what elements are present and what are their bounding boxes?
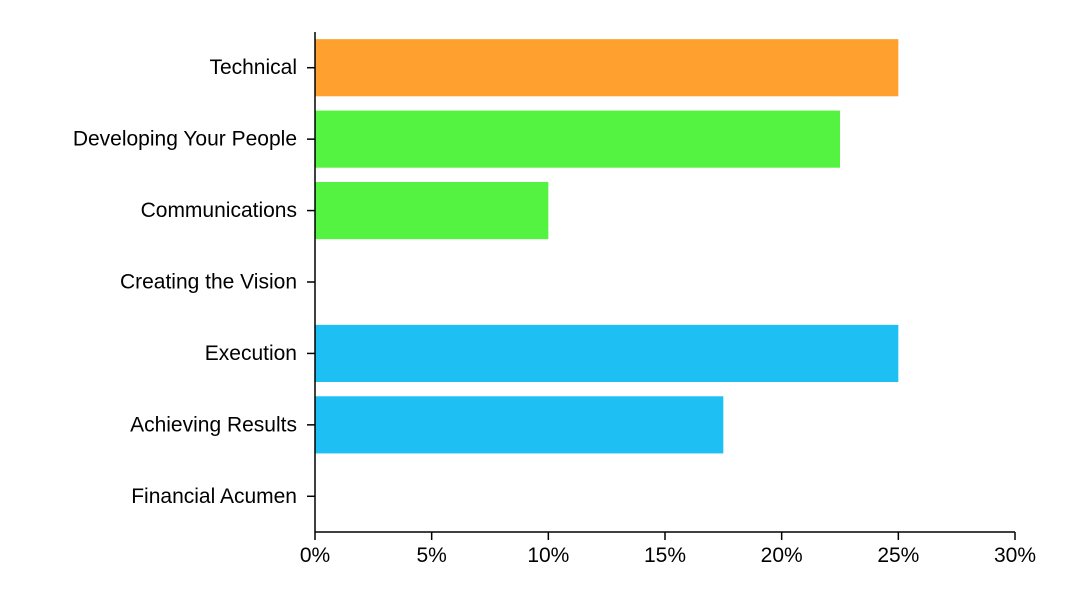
bar-developing-your-people — [315, 110, 840, 168]
bar-execution — [315, 324, 899, 382]
y-tick-label-achieving-results: Achieving Results — [130, 413, 297, 436]
x-tick-label-10: 10% — [527, 544, 569, 567]
y-tick-label-execution: Execution — [205, 342, 297, 365]
x-axis: 0% 5% 10% 15% 20% 25% 30% — [300, 531, 1036, 567]
y-tick-label-technical: Technical — [209, 56, 297, 79]
y-axis: Technical Developing Your People Communica… — [73, 32, 316, 532]
x-tick-label-15: 15% — [644, 544, 686, 567]
bar-achieving-results — [315, 396, 724, 454]
x-tick-label-0: 0% — [300, 544, 330, 567]
y-tick-label-creating-the-vision: Creating the Vision — [120, 271, 297, 294]
bar-technical — [315, 39, 899, 97]
y-tick-label-communications: Communications — [141, 199, 297, 222]
x-tick-label-30: 30% — [994, 544, 1036, 567]
bar-communications — [315, 182, 549, 240]
x-tick-label-20: 20% — [761, 544, 803, 567]
y-tick-label-developing-your-people: Developing Your People — [73, 128, 297, 151]
x-tick-label-5: 5% — [416, 544, 446, 567]
x-tick-label-25: 25% — [877, 544, 919, 567]
bars-layer — [315, 39, 899, 454]
y-tick-label-financial-acumen: Financial Acumen — [131, 485, 297, 508]
